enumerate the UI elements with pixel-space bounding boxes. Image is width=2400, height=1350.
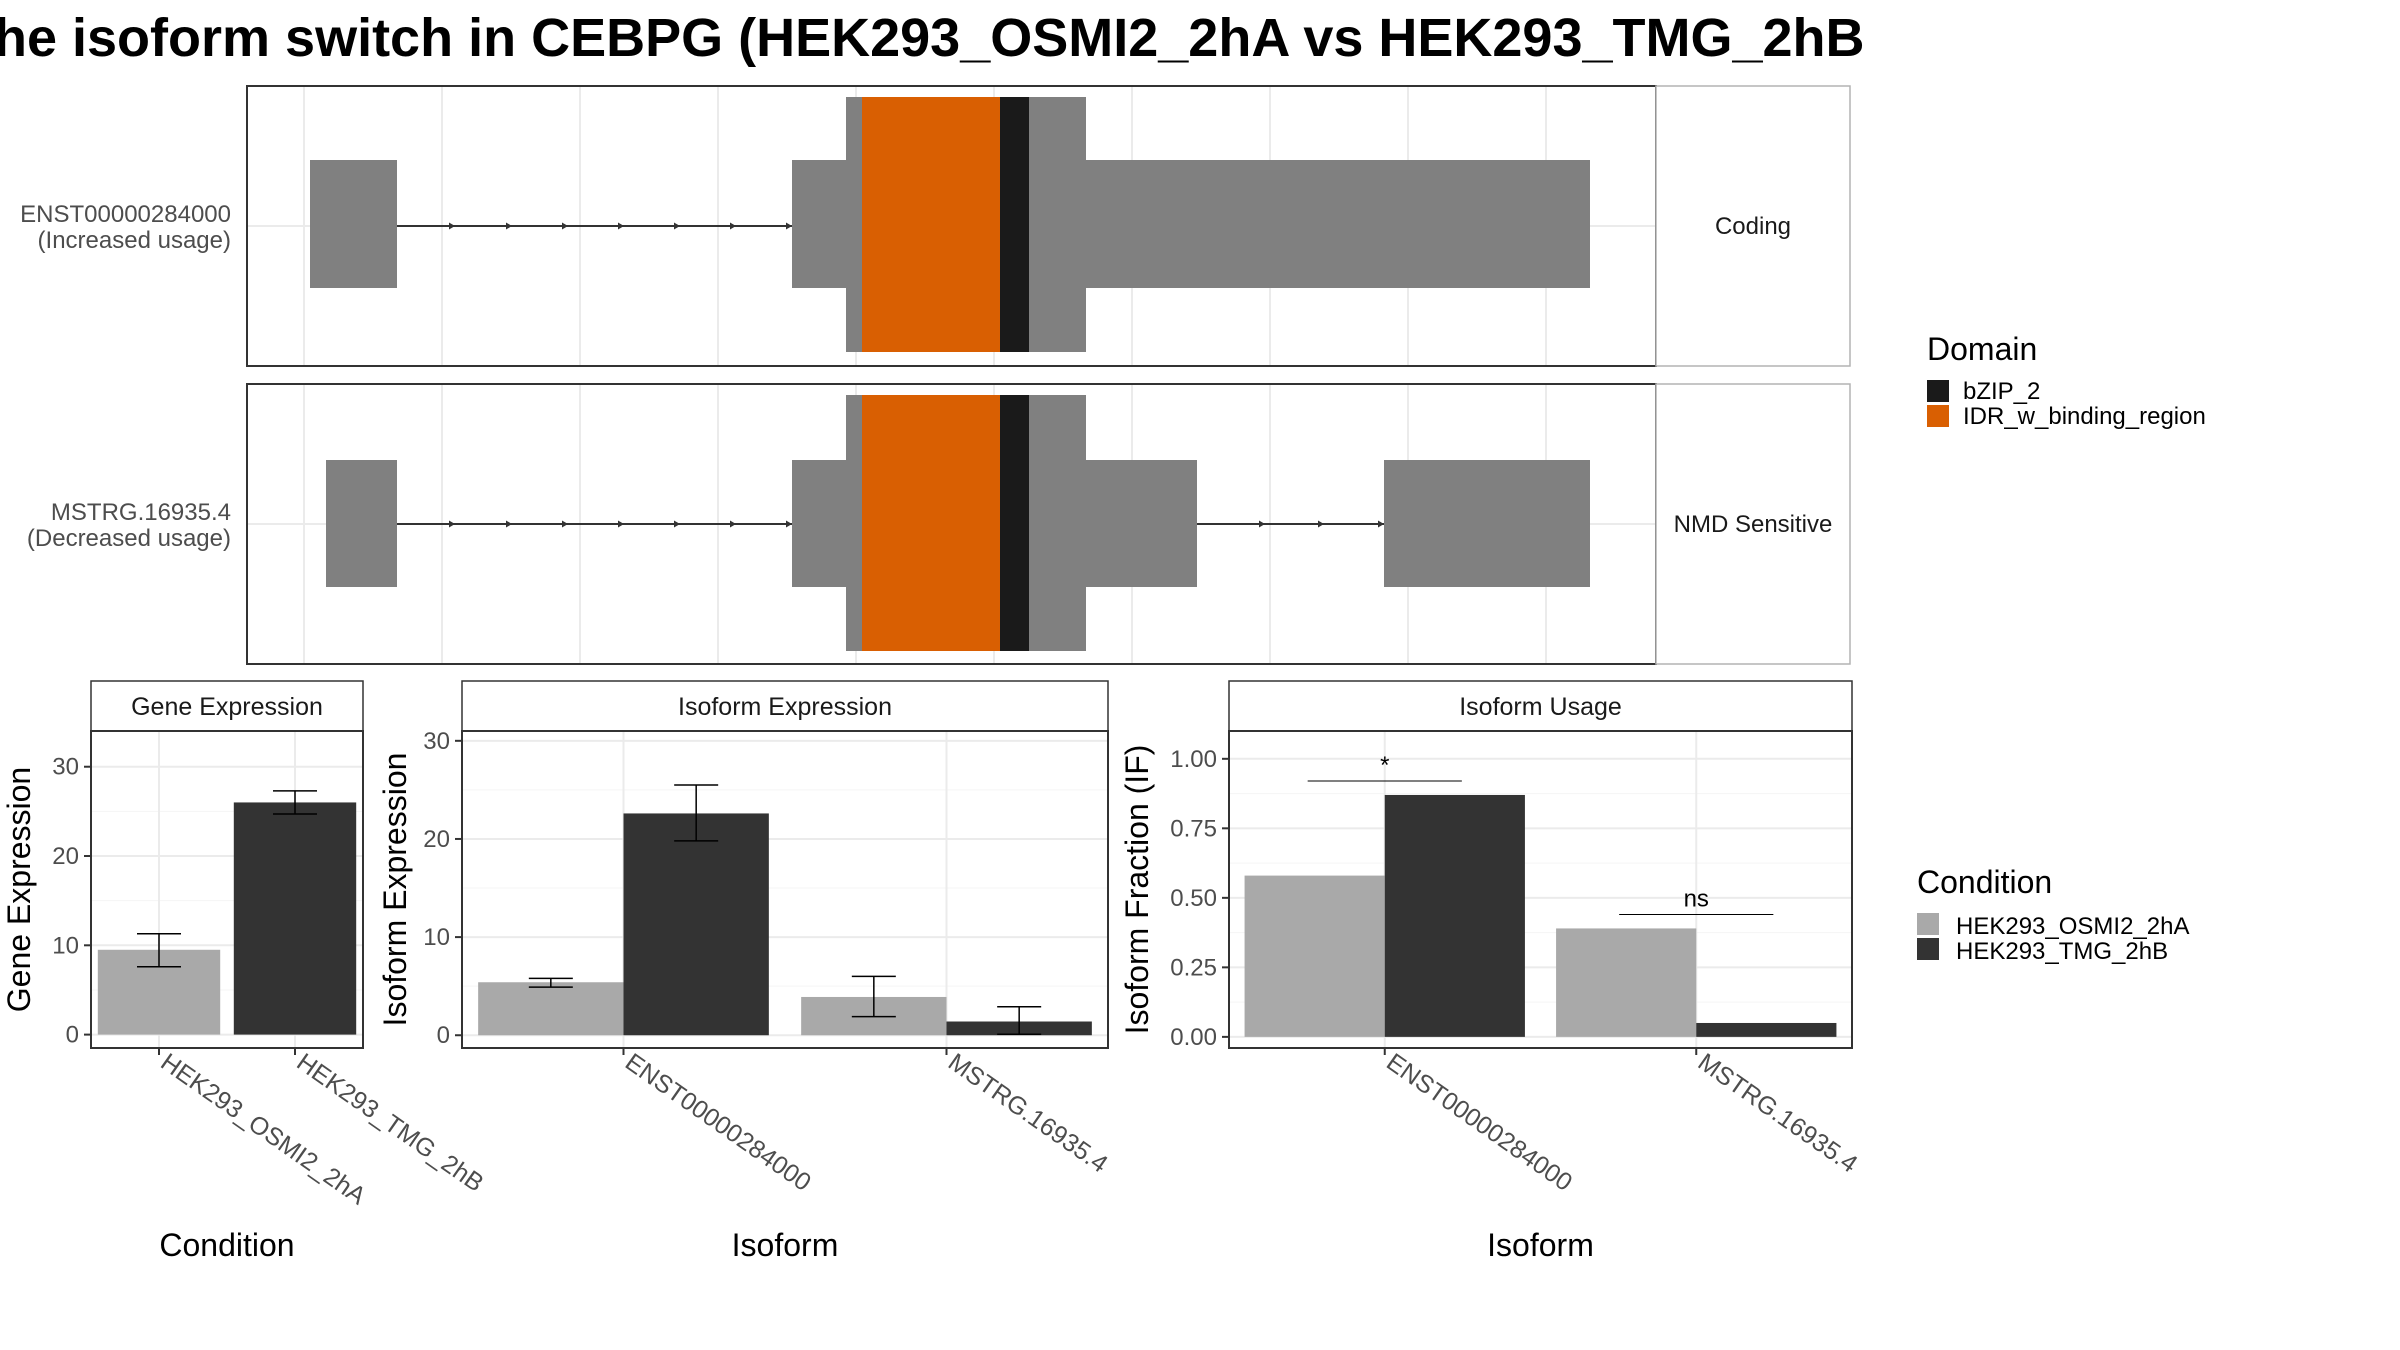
facet-strip: [90, 680, 364, 732]
y-axis-title: Gene Expression: [1, 767, 37, 1012]
panel-border: [1228, 730, 1853, 1049]
intron-arrow: [786, 520, 792, 528]
gene-expression-panel: Gene Expression0102030HEK293_OSMI2_2hAHE…: [1, 680, 489, 1263]
x-tick-label: MSTRG.16935.4: [1693, 1048, 1863, 1179]
facet-strip: [461, 680, 1109, 732]
x-axis-title: Isoform: [1487, 1227, 1594, 1263]
isoform-structure-panel: Coding ENST00000284000(Increased usage) NM…: [20, 85, 1851, 665]
strip-label: Isoform Usage: [1459, 693, 1622, 721]
y-tick-label: 20: [52, 843, 79, 870]
intron-arrow: [562, 222, 568, 230]
bzip-domain: [1000, 97, 1029, 352]
x-tick-label: MSTRG.16935.4: [943, 1048, 1113, 1179]
y-tick-label: 20: [423, 826, 450, 853]
legend-label: HEK293_TMG_2hB: [1956, 938, 2168, 965]
intron-arrow: [618, 520, 624, 528]
intron-arrow: [562, 520, 568, 528]
bar: [1696, 1022, 1837, 1037]
intron-arrow: [506, 222, 512, 230]
transcript-usage-label: (Increased usage): [38, 227, 231, 254]
x-axis-title: Isoform: [732, 1227, 839, 1263]
transcript-id-label: ENST00000284000: [20, 201, 231, 228]
strip-label: Isoform Expression: [678, 693, 892, 721]
idr-domain: [862, 97, 1000, 352]
intron-arrow: [786, 222, 792, 230]
y-axis-title: Isoform Fraction (IF): [1119, 745, 1155, 1035]
x-tick-label: ENST00000284000: [620, 1048, 816, 1197]
intron-arrow: [730, 222, 736, 230]
y-tick-label: 0: [437, 1022, 450, 1049]
isoform-usage-panel: Isoform Usage 0.00 0.25 0.50 0.75 1.00 * ns ENST…: [1119, 680, 1863, 1263]
facet-strip: [1228, 680, 1853, 732]
legend-label: bZIP_2: [1963, 378, 2040, 405]
legend-swatch: [1927, 405, 1949, 427]
bar: [1556, 928, 1697, 1037]
y-tick-label: 0.50: [1170, 885, 1217, 912]
exon: [326, 460, 397, 587]
bar: [623, 813, 769, 1036]
significance-label: *: [1380, 752, 1389, 779]
facet-label: Coding: [1715, 213, 1791, 240]
legend-label: IDR_w_binding_region: [1963, 403, 2206, 430]
intron-arrow: [674, 520, 680, 528]
legend-swatch: [1917, 938, 1939, 960]
intron-arrow: [1259, 520, 1265, 528]
exon: [1086, 460, 1197, 587]
y-tick-label: 1.00: [1170, 746, 1217, 773]
y-tick-label: 0.75: [1170, 815, 1217, 842]
bar: [478, 982, 624, 1036]
bar: [1244, 875, 1385, 1037]
panel-border: [461, 730, 1109, 1049]
plot-title: he isoform switch in CEBPG (HEK293_OSMI2…: [0, 8, 1865, 68]
intron-arrow: [449, 222, 455, 230]
y-tick-label: 10: [52, 932, 79, 959]
legend-label: HEK293_OSMI2_2hA: [1956, 913, 2189, 940]
idr-domain: [862, 395, 1000, 651]
bar: [233, 802, 357, 1035]
transcript-id-label: MSTRG.16935.4: [51, 499, 231, 526]
y-tick-label: 0: [66, 1022, 79, 1049]
exon: [1384, 460, 1590, 587]
strip-label: Gene Expression: [131, 693, 323, 721]
y-tick-label: 10: [423, 924, 450, 951]
x-axis-title: Condition: [159, 1227, 294, 1263]
facet-strip: [1655, 85, 1851, 367]
legend-swatch: [1927, 380, 1949, 402]
intron-arrow: [674, 222, 680, 230]
intron-arrow: [449, 520, 455, 528]
intron-arrow: [506, 520, 512, 528]
intron-arrow: [1378, 520, 1384, 528]
significance-label: ns: [1684, 886, 1709, 913]
intron-arrow: [730, 520, 736, 528]
legend-title: Condition: [1917, 864, 2052, 900]
transcript-usage-label: (Decreased usage): [27, 525, 231, 552]
exon: [310, 160, 397, 288]
panel-border: [90, 730, 364, 1049]
intron-arrow: [618, 222, 624, 230]
legend-swatch: [1917, 913, 1939, 935]
y-tick-label: 30: [423, 728, 450, 755]
y-tick-label: 0.00: [1170, 1024, 1217, 1051]
x-tick-label: ENST00000284000: [1381, 1048, 1577, 1197]
y-tick-label: 30: [52, 754, 79, 781]
facet-label: NMD Sensitive: [1674, 511, 1833, 538]
exon: [1086, 160, 1590, 288]
y-axis-title: Isoform Expression: [377, 753, 413, 1027]
y-tick-label: 0.25: [1170, 954, 1217, 981]
facet-strip: [1655, 383, 1851, 665]
bar: [1384, 794, 1525, 1037]
legend-title: Domain: [1927, 331, 2037, 367]
bzip-domain: [1000, 395, 1029, 651]
intron-arrow: [1318, 520, 1324, 528]
